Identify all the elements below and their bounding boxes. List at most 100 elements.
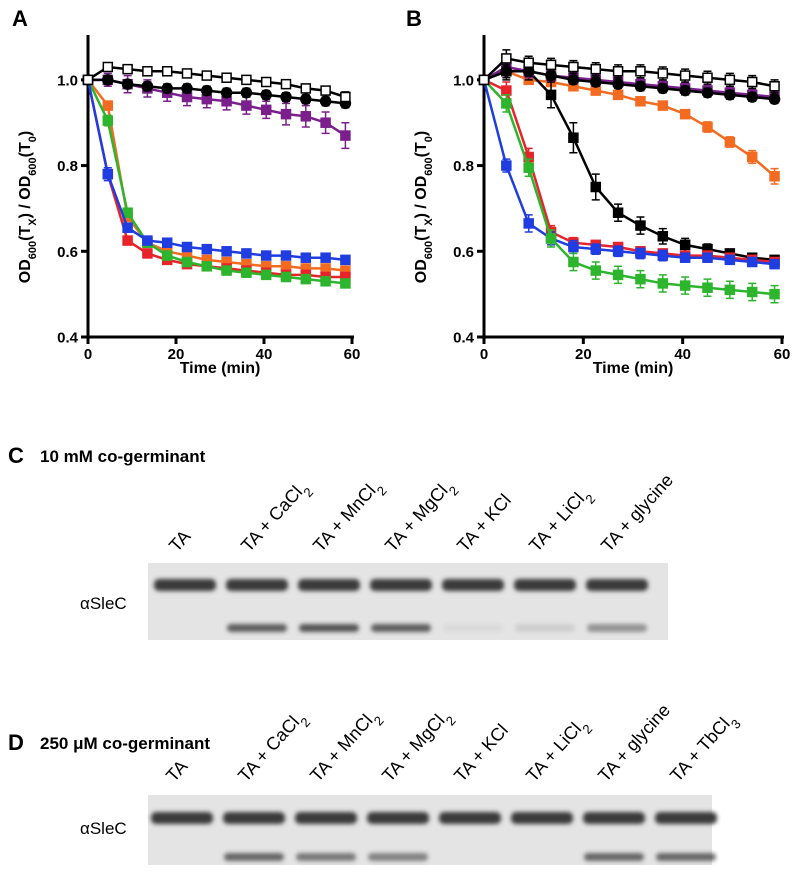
data-point — [141, 80, 154, 93]
band-lower — [299, 624, 359, 632]
data-point — [724, 89, 736, 101]
data-point — [702, 282, 713, 293]
lane-label: TA — [162, 756, 191, 785]
data-point — [568, 256, 579, 268]
data-point — [612, 269, 624, 281]
data-point — [635, 248, 646, 259]
x-tick-label: 0 — [84, 346, 92, 363]
y-tick-label: 1.0 — [57, 72, 78, 89]
data-point — [768, 93, 781, 105]
band-lower — [587, 624, 647, 632]
data-point — [82, 74, 94, 86]
text-part: ) — [17, 131, 34, 136]
band-upper — [151, 812, 213, 824]
data-point — [657, 250, 669, 261]
data-point — [241, 248, 252, 259]
data-point — [122, 63, 133, 75]
data-point — [201, 84, 213, 97]
text-part: TA + MnCl — [306, 710, 377, 785]
text-part: (T — [17, 226, 34, 241]
data-point — [122, 235, 133, 246]
data-point — [181, 241, 193, 253]
text-part: TA + LiCl — [525, 489, 588, 556]
data-point — [340, 254, 351, 266]
lane-label: TA + KCl — [453, 490, 515, 556]
panel-label: A — [12, 6, 28, 31]
blot-title: 10 mM co-germinant — [40, 447, 206, 466]
data-point — [102, 168, 114, 180]
data-point — [545, 233, 557, 244]
data-point — [769, 258, 780, 270]
data-point — [240, 86, 253, 99]
text-part: 600 — [27, 241, 39, 259]
band-upper — [514, 579, 576, 591]
text-part: X — [423, 218, 435, 226]
data-point — [657, 82, 669, 95]
data-point — [320, 117, 331, 128]
text-part: TA — [162, 756, 191, 785]
data-point — [679, 108, 691, 120]
y-tick-label: 0.6 — [453, 244, 474, 261]
data-point — [500, 65, 513, 78]
data-point — [102, 115, 114, 126]
data-point — [612, 207, 624, 218]
text-part: ) / OD — [413, 176, 430, 219]
data-point — [241, 267, 252, 278]
data-point — [161, 250, 173, 261]
data-point — [634, 80, 647, 93]
data-point — [280, 108, 292, 120]
data-point — [260, 104, 272, 116]
data-point — [161, 237, 173, 248]
band-upper — [223, 812, 285, 824]
data-point — [319, 95, 332, 108]
text-part: 0 — [423, 136, 435, 142]
data-point — [201, 243, 213, 255]
series-line — [86, 79, 346, 279]
data-point — [221, 265, 232, 276]
data-point — [635, 273, 646, 285]
lane-label: TA + LiCl2 — [525, 483, 598, 560]
data-point — [121, 78, 134, 90]
text-part: ) / OD — [17, 176, 34, 219]
data-point — [221, 246, 232, 257]
data-point — [142, 248, 153, 259]
band-upper — [154, 579, 216, 591]
y-tick-label: 0.4 — [453, 330, 475, 347]
text-part: OD — [17, 259, 34, 283]
y-axis-title: OD600(TX) / OD600(T0) — [413, 131, 435, 283]
lane-label: TA + MgCl2 — [381, 475, 461, 560]
data-point — [746, 286, 758, 298]
data-point — [280, 250, 292, 261]
band-lower — [368, 853, 428, 861]
data-point — [181, 68, 193, 79]
text-part: TA + KCl — [453, 490, 515, 556]
data-point — [769, 81, 780, 92]
x-tick-label: 60 — [774, 346, 791, 363]
data-point — [568, 241, 579, 253]
data-point — [724, 284, 736, 296]
data-point — [102, 74, 114, 86]
panel-label: C — [8, 443, 24, 468]
x-tick-label: 20 — [168, 346, 185, 363]
data-point — [220, 86, 233, 99]
x-tick-label: 0 — [480, 346, 488, 363]
data-point — [161, 82, 173, 95]
data-point — [590, 63, 601, 75]
data-point — [724, 74, 736, 86]
data-point — [612, 66, 624, 77]
data-point — [746, 256, 758, 268]
data-point — [679, 280, 691, 291]
data-point — [142, 235, 153, 246]
data-point — [769, 171, 780, 182]
x-axis-title: Time (min) — [180, 360, 261, 377]
text-part: TA + MgCl — [381, 480, 452, 555]
data-point — [501, 160, 512, 171]
data-point — [679, 239, 691, 251]
text-part: TA + CaCl — [234, 712, 303, 786]
data-point — [724, 136, 736, 148]
text-part: TA + glycine — [594, 700, 674, 786]
band-lower — [584, 853, 644, 861]
data-point — [724, 254, 736, 266]
text-part: TA + glycine — [597, 470, 677, 556]
data-point — [702, 72, 713, 83]
